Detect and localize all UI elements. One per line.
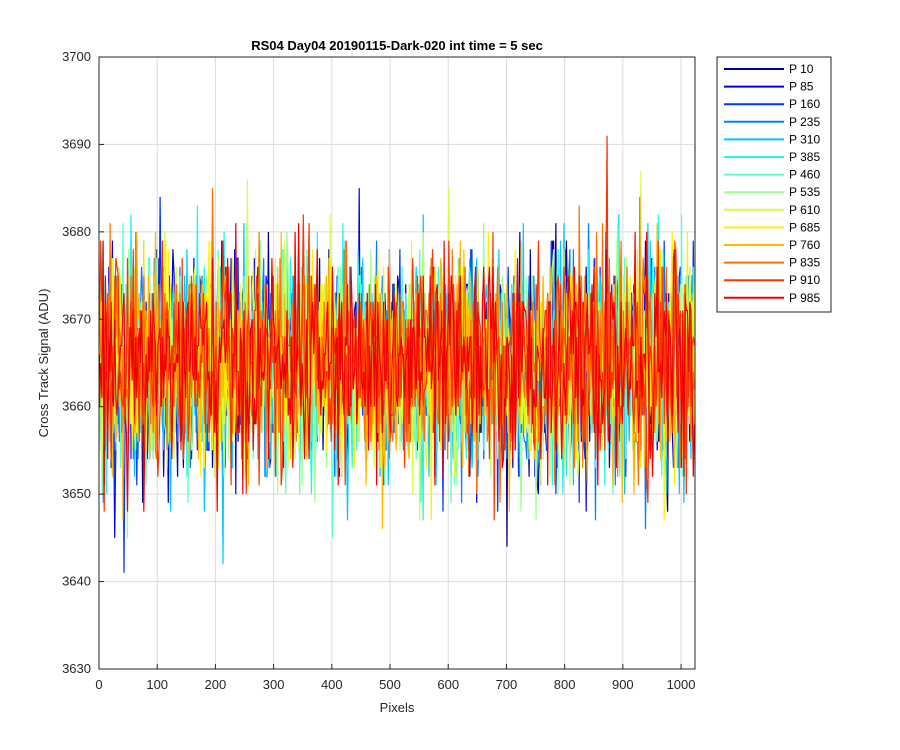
- series-lines: [99, 135, 695, 573]
- x-tick-label: 400: [321, 677, 343, 692]
- legend-entry: P 235: [789, 115, 820, 129]
- y-tick-label: 3690: [62, 136, 91, 151]
- series-line-p910: [99, 135, 695, 521]
- x-tick-label: 600: [437, 677, 459, 692]
- y-tick-label: 3680: [62, 224, 91, 239]
- x-tick-label: 800: [554, 677, 576, 692]
- x-axis-label: Pixels: [380, 700, 415, 715]
- legend-entry: P 760: [789, 238, 820, 252]
- legend-entry: P 610: [789, 203, 820, 217]
- y-tick-label: 3650: [62, 486, 91, 501]
- y-axis-label: Cross Track Signal (ADU): [36, 289, 51, 438]
- plot-frame: [98, 56, 696, 670]
- legend-entry: P 85: [789, 80, 814, 94]
- legend-entry: P 910: [789, 273, 820, 287]
- series-line-p985: [99, 223, 695, 512]
- legend-entry: P 10: [789, 62, 814, 76]
- y-tick-label: 3700: [62, 49, 91, 64]
- axis-ticks: 0 100 200 300 400 500 600 700 800 900 1000 3630 3640…: [62, 49, 695, 692]
- legend-entry: P 160: [789, 97, 820, 111]
- y-tick-label: 3670: [62, 311, 91, 326]
- legend: P 10 P 85 P 160 P 235 P 310 P 385 P 460 P 535 P …: [716, 56, 832, 313]
- legend-entry: P 385: [789, 150, 820, 164]
- y-tick-label: 3660: [62, 399, 91, 414]
- legend-entry: P 985: [789, 291, 820, 305]
- legend-entry: P 460: [789, 168, 820, 182]
- x-tick-label: 700: [496, 677, 518, 692]
- legend-entry: P 310: [789, 132, 820, 146]
- legend-entry: P 835: [789, 256, 820, 270]
- x-tick-label: 0: [95, 677, 102, 692]
- x-tick-label: 200: [205, 677, 227, 692]
- y-tick-label: 3640: [62, 574, 91, 589]
- x-tick-label: 100: [146, 677, 168, 692]
- legend-entry: P 535: [789, 185, 820, 199]
- x-tick-label: 900: [612, 677, 634, 692]
- legend-entry: P 685: [789, 220, 820, 234]
- legend-box: [716, 56, 832, 313]
- x-tick-label: 1000: [667, 677, 696, 692]
- x-tick-label: 500: [379, 677, 401, 692]
- x-tick-label: 300: [263, 677, 285, 692]
- chart-title: RS04 Day04 20190115-Dark-020 int time = …: [251, 38, 543, 53]
- y-tick-label: 3630: [62, 661, 91, 676]
